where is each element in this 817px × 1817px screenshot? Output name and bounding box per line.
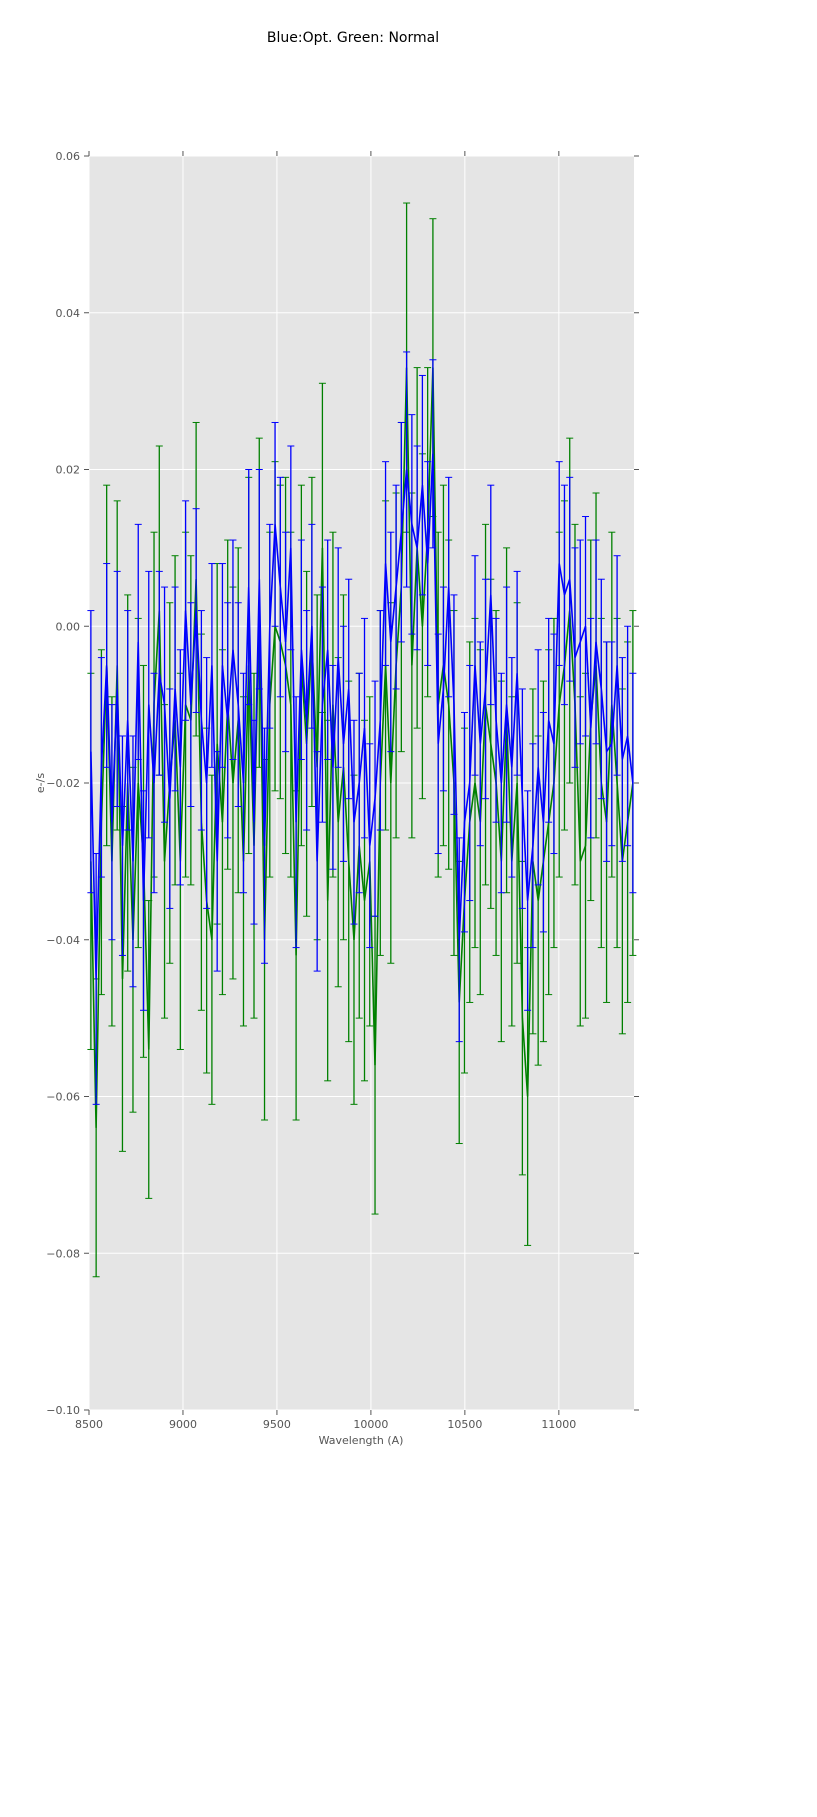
y-tick-label: −0.10 <box>46 1404 80 1417</box>
series-line <box>90 453 634 979</box>
y-axis-label: e-/s <box>34 773 47 793</box>
x-tick-label: 10500 <box>447 1418 482 1431</box>
y-tick-label: 0.02 <box>56 464 81 477</box>
y-tick-label: 0.04 <box>56 307 81 320</box>
axes: 8500 9000 9500 10000 10500 11000 0.06 0.04 0.02 0… <box>46 150 639 1431</box>
x-tick-label: 10000 <box>353 1418 388 1431</box>
x-tick-label: 8500 <box>75 1418 103 1431</box>
series-layer <box>87 202 637 1278</box>
series-opt <box>87 351 637 1105</box>
x-tick-label: 9500 <box>263 1418 291 1431</box>
y-tick-label: 0.06 <box>56 150 81 163</box>
y-tick-label: 0.00 <box>56 620 81 633</box>
y-tick-label: −0.06 <box>46 1091 80 1104</box>
chart-title: Blue:Opt. Green: Normal <box>267 30 439 46</box>
y-tick-label: −0.02 <box>46 777 80 790</box>
y-tick-label: −0.04 <box>46 934 80 947</box>
x-axis-label: Wavelength (A) <box>319 1434 404 1447</box>
x-tick-label: 9000 <box>169 1418 197 1431</box>
series-line <box>90 367 634 1128</box>
x-tick-label: 11000 <box>541 1418 576 1431</box>
y-tick-label: −0.08 <box>46 1247 80 1260</box>
